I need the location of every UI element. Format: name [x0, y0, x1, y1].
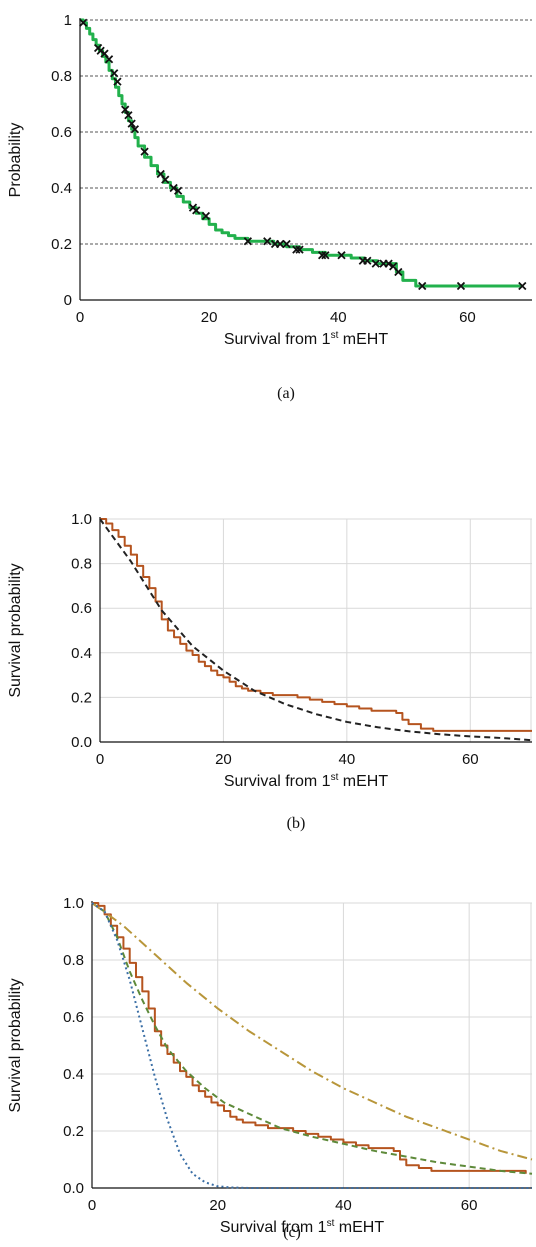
censored-marker — [337, 251, 346, 260]
censored-marker — [321, 251, 330, 260]
censored-marker — [140, 147, 149, 156]
y-tick-label: 0.6 — [63, 1009, 84, 1026]
x-tick-label: 0 — [76, 309, 84, 326]
x-tick-label: 0 — [88, 1197, 96, 1214]
x-axis-label: Survival from 1st mEHT — [224, 772, 388, 790]
y-axis-label: Survival probability — [7, 978, 24, 1112]
y-axis-label: Probability — [7, 123, 24, 198]
censored-marker — [292, 245, 301, 254]
y-tick-label: 1.0 — [71, 511, 92, 528]
series-line-0 — [92, 902, 527, 1174]
panel-b: 0.0 0.2 0.4 0.6 0.8 1.0 0 20 40 60 Survival from 1… — [7, 511, 533, 832]
y-tick-label: 0.4 — [71, 645, 92, 662]
y-tick-label: 0.2 — [51, 236, 72, 253]
y-tick-label: 1.0 — [63, 895, 84, 912]
censored-marker — [130, 125, 140, 134]
x-tick-label: 60 — [462, 751, 479, 768]
censored-marker — [110, 69, 119, 78]
censored-marker — [295, 245, 304, 254]
censored-marker — [174, 186, 183, 195]
x-tick-label: 60 — [461, 1197, 478, 1214]
censored-marker — [518, 281, 527, 291]
censored-marker — [79, 18, 88, 27]
censored-marker — [384, 259, 393, 268]
censored-marker — [169, 183, 178, 193]
y-tick-label: 0 — [64, 292, 72, 309]
censored-marker — [124, 111, 133, 120]
y-tick-label: 0.6 — [71, 600, 92, 617]
censored-marker — [263, 237, 272, 246]
x-tick-label: 40 — [339, 751, 356, 768]
series-line-3 — [91, 902, 532, 1189]
y-tick-label: 0.2 — [71, 689, 92, 706]
y-tick-label: 0.0 — [71, 734, 92, 751]
y-tick-label: 0.4 — [63, 1066, 84, 1083]
panel-c: 0.0 0.2 0.4 0.6 0.8 1.0 0 20 40 60 Survival from 1… — [7, 895, 533, 1241]
censored-marker — [201, 211, 211, 221]
x-tick-label: 20 — [215, 751, 232, 768]
censored-marker — [418, 281, 427, 291]
y-tick-label: 0.4 — [51, 180, 72, 197]
censored-marker — [456, 281, 466, 291]
censored-marker — [318, 251, 327, 260]
x-tick-label: 40 — [335, 1197, 352, 1214]
series-line-1 — [91, 902, 533, 1175]
series-line-1 — [99, 518, 533, 742]
censored-marker — [371, 259, 380, 268]
x-tick-label: 20 — [209, 1197, 226, 1214]
censored-marker — [394, 267, 403, 277]
y-tick-label: 0.8 — [51, 68, 72, 85]
x-axis-label: Survival from 1st mEHT — [224, 330, 388, 348]
y-tick-label: 0.6 — [51, 124, 72, 141]
censored-marker — [282, 239, 291, 249]
panel-caption: (a) — [277, 385, 295, 402]
censored-marker — [243, 237, 253, 246]
series-line-0 — [100, 518, 532, 732]
x-tick-label: 60 — [459, 309, 476, 326]
y-tick-label: 0.0 — [63, 1180, 84, 1197]
censored-marker — [127, 119, 136, 128]
x-tick-label: 40 — [330, 309, 347, 326]
y-tick-label: 0.8 — [63, 952, 84, 969]
x-axis-label: Survival from 1st mEHT — [220, 1218, 384, 1236]
censored-marker — [192, 206, 201, 215]
x-tick-label: 20 — [201, 309, 218, 326]
panel-a: 0 0.2 0.4 0.6 0.8 1 0 20 40 60 Survival from 1st m… — [7, 12, 532, 402]
panel-caption: (c) — [283, 1224, 301, 1241]
y-axis-label: Survival probability — [7, 563, 24, 697]
censored-marker — [104, 55, 114, 64]
censored-marker — [161, 175, 170, 184]
y-tick-label: 0.8 — [71, 556, 92, 573]
censored-marker — [276, 239, 285, 249]
x-tick-label: 0 — [96, 751, 104, 768]
series-line-2 — [91, 902, 533, 1161]
censored-marker — [363, 256, 372, 265]
panel-caption: (b) — [287, 815, 306, 832]
y-tick-label: 1 — [64, 12, 72, 29]
censored-marker — [121, 105, 130, 114]
censored-marker — [113, 77, 122, 86]
y-tick-label: 0.2 — [63, 1123, 84, 1140]
